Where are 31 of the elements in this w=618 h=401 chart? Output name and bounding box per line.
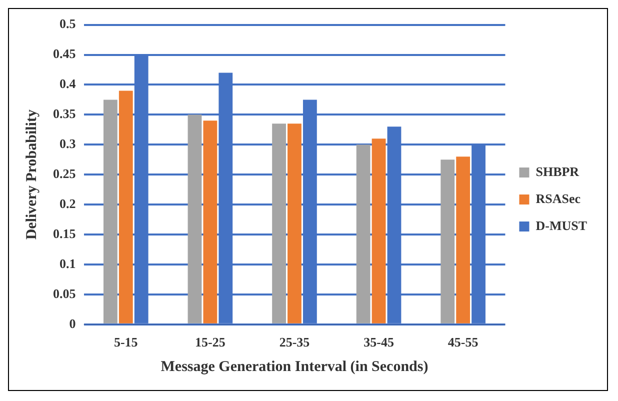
bar xyxy=(456,156,470,324)
x-tick-label: 45-55 xyxy=(448,334,479,350)
bar xyxy=(356,144,370,324)
bar xyxy=(188,114,202,324)
legend-label: D-MUST xyxy=(536,218,588,233)
x-tick-label: 5-15 xyxy=(114,334,138,350)
bar xyxy=(103,100,118,324)
y-tick-label: 0.45 xyxy=(53,46,76,62)
y-tick-label: 0.2 xyxy=(60,196,76,211)
y-axis-title: Delivery Probability xyxy=(24,109,40,240)
y-tick-label: 0.3 xyxy=(60,136,76,151)
y-tick-label: 0.1 xyxy=(60,256,76,271)
x-tick-label: 15-25 xyxy=(195,334,226,350)
y-tick-label: 0.5 xyxy=(60,16,76,32)
y-tick-label: 0.15 xyxy=(53,226,76,241)
x-tick-label: 35-45 xyxy=(364,334,394,350)
bar xyxy=(372,138,386,324)
bar xyxy=(288,124,302,324)
y-tick-label: 0 xyxy=(69,316,76,331)
x-axis-title: Message Generation Interval (in Seconds) xyxy=(160,358,428,375)
legend-label: SHBPR xyxy=(536,164,580,179)
y-tick-label: 0.25 xyxy=(53,166,76,181)
legend-label: RSASec xyxy=(536,190,581,206)
y-tick-label: 0.35 xyxy=(53,106,76,122)
bar xyxy=(118,90,133,324)
y-tick-label: 0.4 xyxy=(60,76,76,92)
bar xyxy=(440,160,455,324)
bar xyxy=(272,124,286,324)
y-tick-label: 0.05 xyxy=(53,286,76,301)
x-tick-label: 25-35 xyxy=(279,334,310,350)
bar xyxy=(203,120,218,324)
